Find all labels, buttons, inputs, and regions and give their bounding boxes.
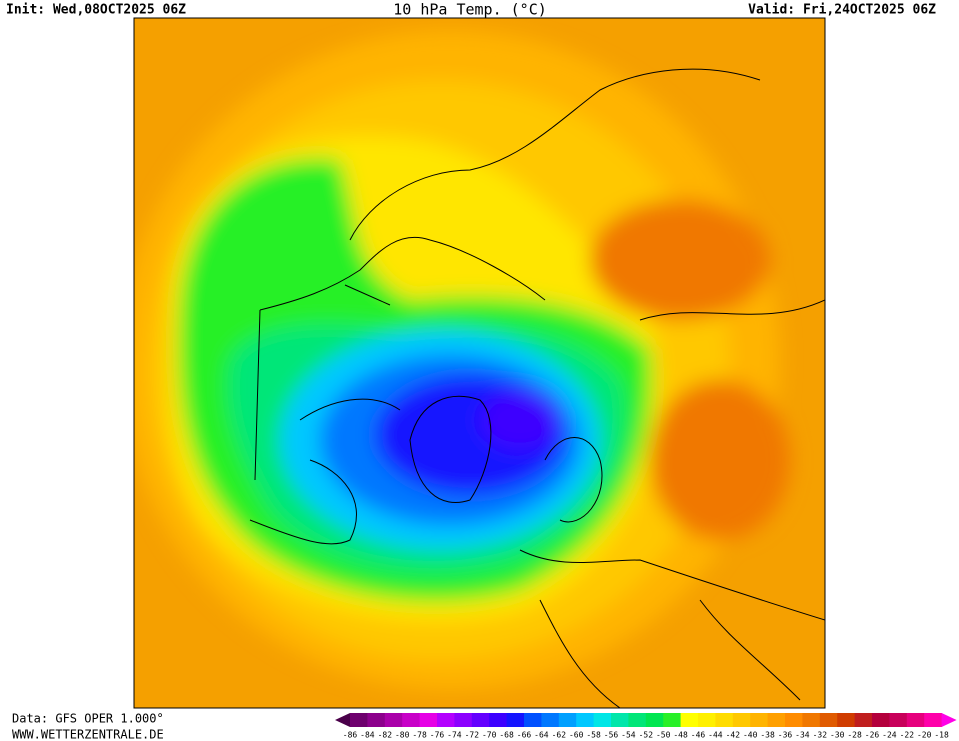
- coastlines: [249, 68, 825, 708]
- colorbar-swatch: [541, 713, 560, 727]
- colorbar-swatch: [350, 713, 368, 727]
- colorbar-swatch: [837, 713, 856, 727]
- colorbar-swatch: [489, 713, 508, 727]
- colorbar-swatch: [454, 713, 473, 727]
- colorbar-swatch: [785, 713, 803, 727]
- colorbar-label: -42: [726, 731, 741, 740]
- data-source: Data: GFS OPER 1.000°: [12, 712, 164, 726]
- colorbar-label: -40: [743, 731, 758, 740]
- colorbar-swatch: [889, 713, 908, 727]
- colorbar-label: -38: [760, 731, 775, 740]
- temperature-map: [134, 18, 825, 708]
- colorbar-label: -80: [395, 731, 410, 740]
- colorbar-label: -30: [830, 731, 845, 740]
- colorbar-label: -78: [412, 731, 427, 740]
- colorbar-low-arrow: [335, 713, 350, 727]
- colorbar-label: -66: [517, 731, 532, 740]
- temperature-field: [134, 30, 790, 690]
- colorbar-label: -68: [499, 731, 514, 740]
- website: WWW.WETTERZENTRALE.DE: [12, 728, 164, 741]
- colorbar-swatch: [715, 713, 734, 727]
- coastline: [249, 398, 401, 545]
- colorbar-swatch: [732, 713, 751, 727]
- colorbar-label: -64: [534, 731, 549, 740]
- colorbar-swatch: [680, 713, 699, 727]
- colorbar-label: -24: [882, 731, 897, 740]
- colorbar-swatch: [645, 713, 664, 727]
- colorbar-label: -20: [917, 731, 932, 740]
- colorbar-swatch: [819, 713, 838, 727]
- colorbar-label: -22: [900, 731, 915, 740]
- colorbar-swatch: [419, 713, 438, 727]
- colorbar-swatch: [367, 713, 386, 727]
- colorbar-swatch: [558, 713, 577, 727]
- colorbar-label: -18: [934, 731, 949, 740]
- field-band: [590, 200, 770, 320]
- colorbar-swatch: [384, 713, 403, 727]
- colorbar-label: -82: [378, 731, 393, 740]
- colorbar-swatch: [663, 713, 682, 727]
- colorbar-swatch: [524, 713, 542, 727]
- colorbar-label: -32: [813, 731, 828, 740]
- colorbar-label: -54: [621, 731, 636, 740]
- colorbar-label: -74: [447, 731, 462, 740]
- colorbar-swatch: [906, 713, 925, 727]
- colorbar-swatch: [750, 713, 769, 727]
- init-time: Init: Wed,08OCT2025 06Z: [6, 3, 186, 18]
- colorbar-label: -34: [795, 731, 810, 740]
- colorbar-label: -76: [430, 731, 445, 740]
- colorbar-label: -28: [847, 731, 862, 740]
- colorbar: -86 -84 -82 -80 -78 -76 -74 -72 -70 -68 -66 -64 -62-…: [335, 713, 957, 740]
- colorbar-label: -52: [639, 731, 654, 740]
- valid-time: Valid: Fri,24OCT2025 06Z: [748, 3, 936, 18]
- colorbar-swatch: [802, 713, 821, 727]
- colorbar-swatch: [576, 713, 595, 727]
- colorbar-label: -72: [465, 731, 480, 740]
- map-title: 10 hPa Temp. (°C): [393, 1, 547, 19]
- coastline: [349, 68, 761, 241]
- colorbar-swatch: [924, 713, 943, 727]
- colorbar-swatch: [593, 713, 612, 727]
- colorbar-label: -48: [673, 731, 688, 740]
- colorbar-label: -44: [708, 731, 723, 740]
- colorbar-swatch: [854, 713, 873, 727]
- field-band: [480, 390, 560, 450]
- colorbar-swatch: [698, 713, 716, 727]
- map-frame: [133, 17, 826, 709]
- colorbar-high-arrow: [941, 713, 957, 727]
- colorbar-label: -56: [604, 731, 619, 740]
- coastline: [539, 599, 801, 708]
- colorbar-swatch: [506, 713, 525, 727]
- colorbar-label: -70: [482, 731, 497, 740]
- colorbar-swatch: [611, 713, 629, 727]
- colorbar-label: -46: [691, 731, 706, 740]
- colorbar-label: -58: [586, 731, 601, 740]
- field-band: [650, 380, 790, 540]
- colorbar-swatch: [471, 713, 490, 727]
- colorbar-swatch: [767, 713, 786, 727]
- colorbar-label: -36: [778, 731, 793, 740]
- coastline: [519, 437, 825, 621]
- colorbar-label: -84: [360, 731, 375, 740]
- colorbar-swatch: [872, 713, 890, 727]
- colorbar-label: -62: [552, 731, 567, 740]
- colorbar-swatch: [628, 713, 647, 727]
- colorbar-label: -60: [569, 731, 584, 740]
- colorbar-label: -86: [343, 731, 358, 740]
- coastline: [259, 236, 546, 311]
- colorbar-swatch: [437, 713, 455, 727]
- greenland: [409, 395, 492, 503]
- colorbar-label: -26: [865, 731, 880, 740]
- colorbar-swatch: [402, 713, 421, 727]
- border: [254, 284, 825, 481]
- colorbar-label: -50: [656, 731, 671, 740]
